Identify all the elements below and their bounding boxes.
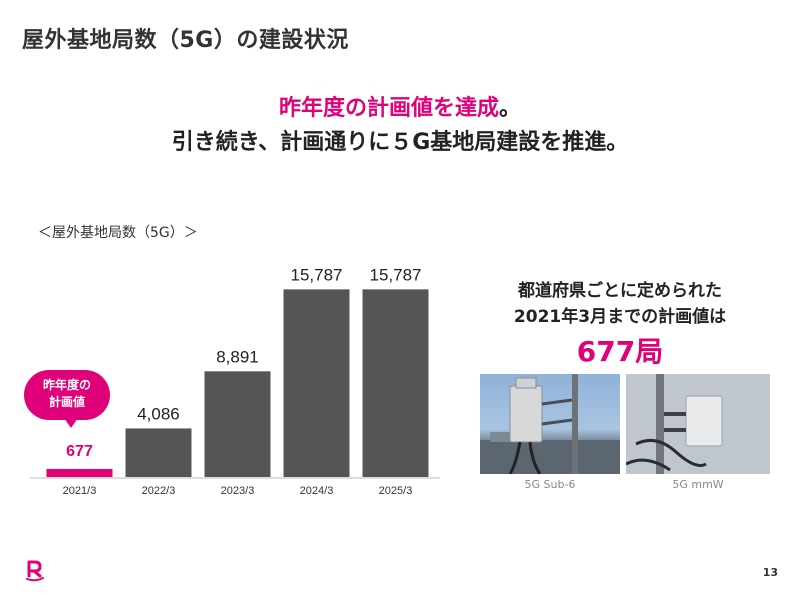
bar-value-label: 677 — [66, 443, 93, 460]
bar-value-label: 8,891 — [216, 347, 259, 366]
sub6-photo-caption: 5G Sub-6 — [524, 478, 576, 491]
rakuten-logo-icon — [26, 560, 44, 582]
plan-summary-line-1: 都道府県ごとに定められた — [518, 281, 722, 301]
x-tick-label: 2024/3 — [300, 485, 334, 497]
x-tick-label: 2021/3 — [63, 485, 97, 497]
headline-period: 。 — [499, 96, 522, 121]
page-number: 13 — [762, 566, 778, 579]
chart-caption: ＜屋外基地局数（5G）＞ — [38, 225, 198, 241]
bar-2021-3 — [46, 468, 113, 477]
headline-accent-text: 昨年度の計画値を達成 — [278, 96, 499, 121]
callout-tail — [64, 418, 78, 428]
bar-2023-3 — [204, 371, 271, 477]
headline: 昨年度の計画値を達成。 引き続き、計画通りに５G基地局建設を推進。 — [0, 92, 800, 160]
bar-2022-3 — [125, 428, 192, 477]
bar-2025-3 — [362, 289, 429, 477]
plan-callout: 昨年度の 計画値 — [24, 370, 110, 420]
bar-chart: 677 2021/3 4,086 2022/3 8,891 2023/3 15,787 202… — [30, 265, 440, 497]
page-title: 屋外基地局数（5G）の建設状況 — [22, 28, 349, 53]
sub6-antenna-photo — [480, 374, 620, 474]
x-tick-label: 2022/3 — [142, 485, 176, 497]
headline-line-2: 引き続き、計画通りに５G基地局建設を推進。 — [171, 130, 629, 155]
mmw-antenna-illustration — [626, 374, 770, 474]
bar-value-label: 4,086 — [137, 404, 180, 423]
x-tick-label: 2025/3 — [379, 485, 413, 497]
bar-2024-3 — [283, 289, 350, 477]
mmw-antenna-photo — [626, 374, 770, 474]
plan-summary: 都道府県ごとに定められた 2021年3月までの計画値は 677局 — [470, 278, 770, 372]
plan-summary-value: 677局 — [576, 335, 664, 368]
bar-value-label: 15,787 — [291, 265, 343, 284]
bar-value-label: 15,787 — [370, 265, 422, 284]
callout-line-1: 昨年度の — [42, 378, 91, 392]
mmw-photo-caption: 5G mmW — [672, 478, 724, 491]
plan-summary-line-2: 2021年3月までの計画値は — [513, 307, 727, 327]
x-tick-label: 2023/3 — [221, 485, 255, 497]
headline-line-1: 昨年度の計画値を達成。 — [0, 92, 800, 126]
sub6-antenna-illustration — [480, 374, 620, 474]
callout-line-2: 計画値 — [48, 395, 85, 409]
